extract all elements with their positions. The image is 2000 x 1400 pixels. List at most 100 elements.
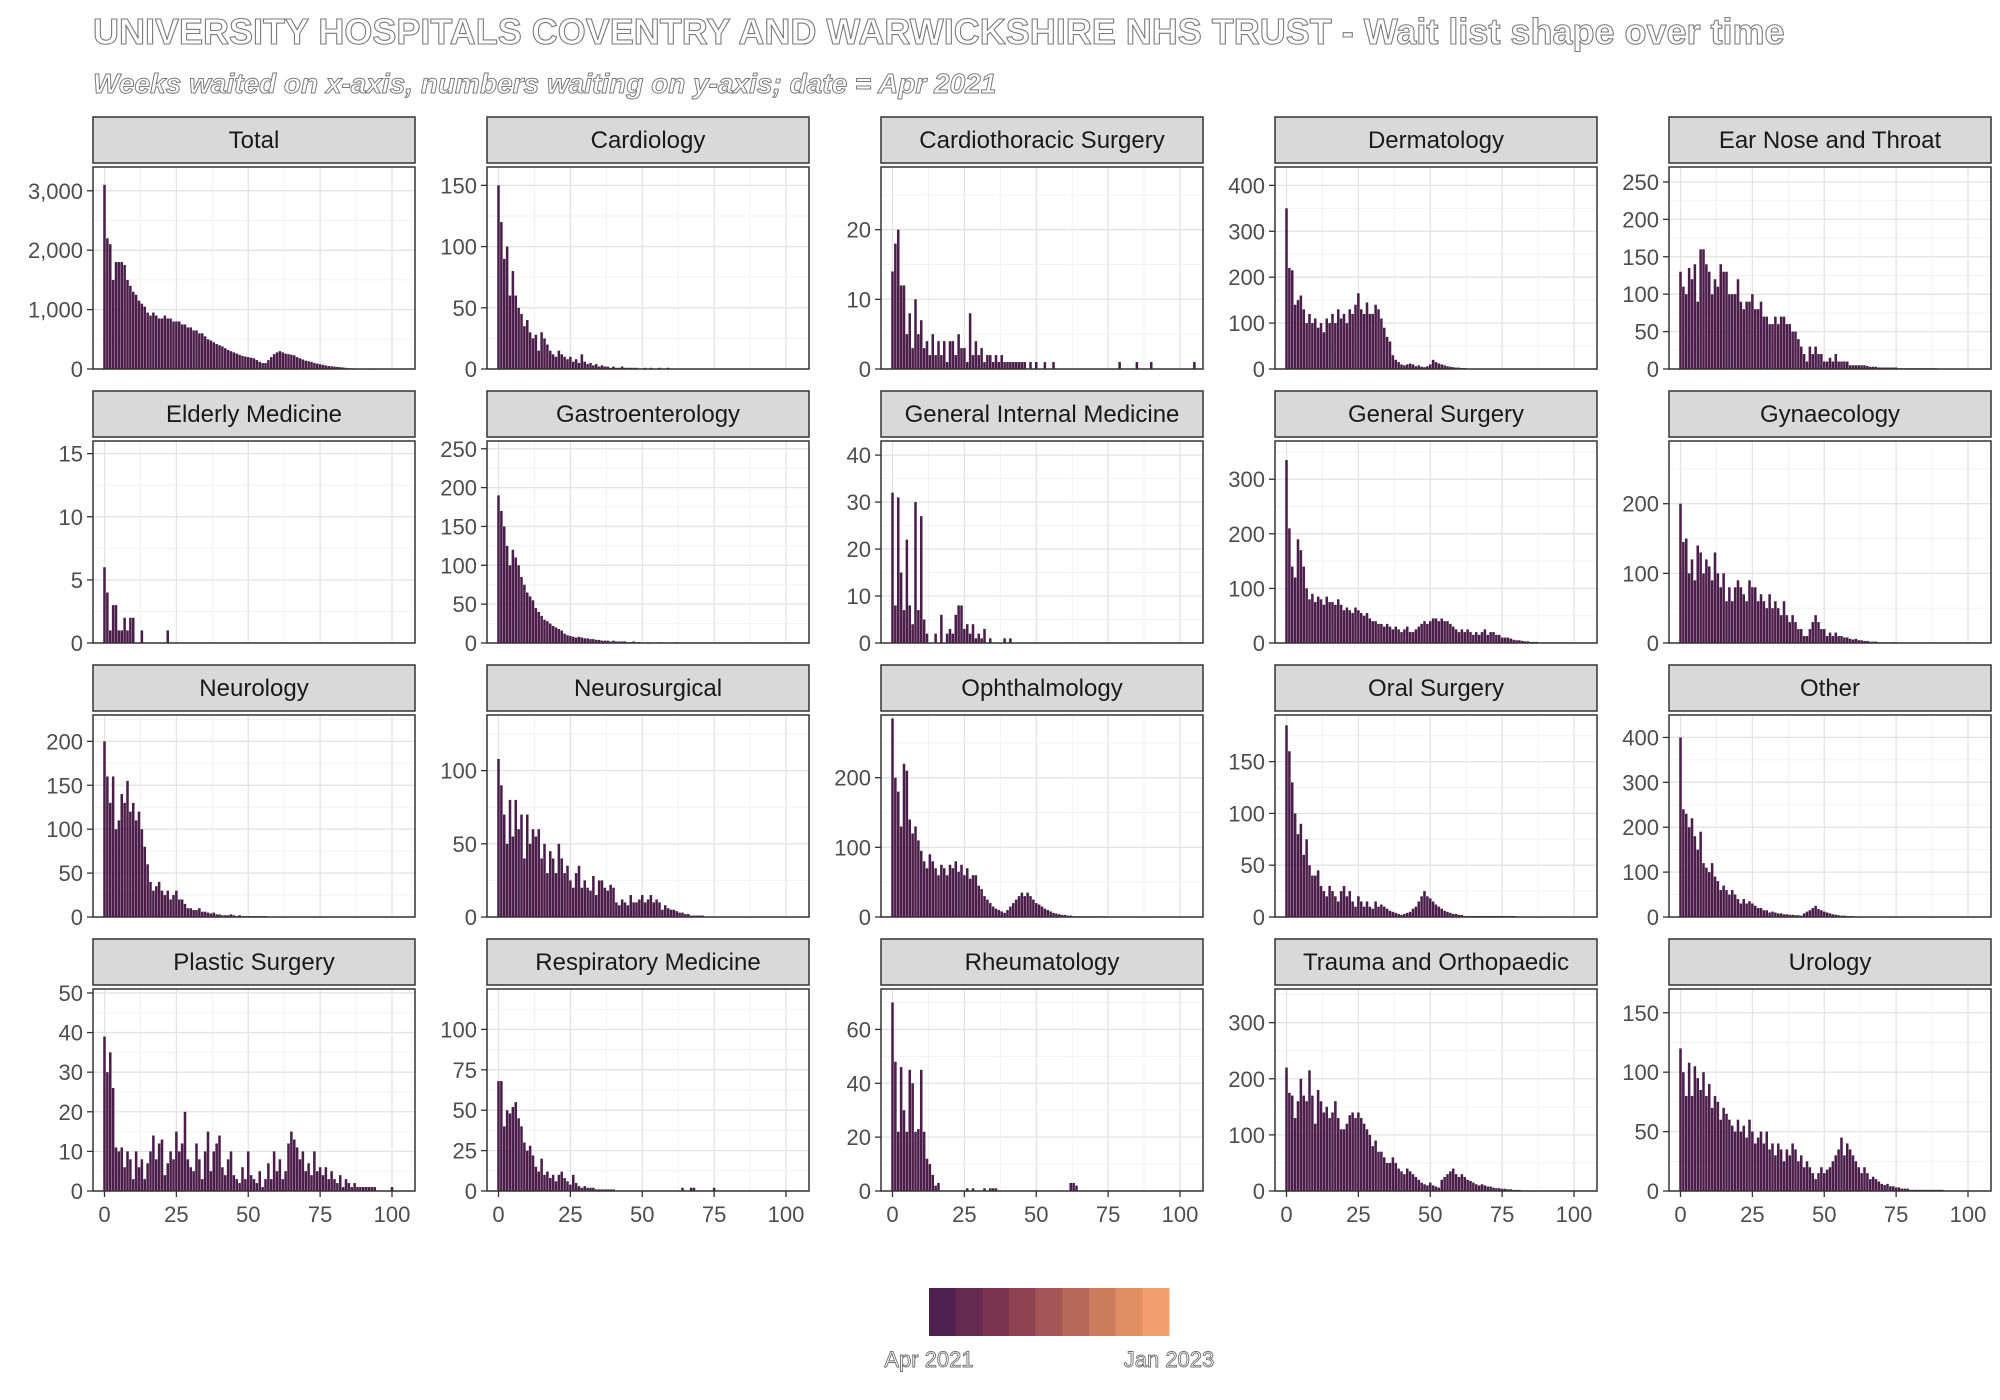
panel-strip (880, 116, 1204, 164)
bar (1020, 892, 1024, 917)
bar (1497, 1188, 1501, 1191)
bar (287, 354, 290, 369)
bar (603, 887, 607, 917)
x-tick-label: 75 (702, 1202, 726, 1227)
bar (111, 1088, 115, 1191)
bar (546, 1171, 549, 1191)
bar (551, 1174, 555, 1191)
bar (232, 352, 236, 369)
bar (569, 1184, 572, 1191)
bar (586, 638, 589, 643)
panel-title: Total (229, 127, 280, 154)
bar (1719, 587, 1723, 643)
bar (1368, 618, 1372, 643)
y-tick-label: 300 (1228, 1011, 1265, 1036)
bar (1293, 1118, 1297, 1191)
bar (298, 358, 302, 369)
panel-border (880, 714, 1204, 918)
bar (1728, 294, 1731, 369)
bar (1055, 913, 1058, 917)
bar (1771, 608, 1774, 643)
bar (1397, 362, 1400, 369)
panel-border (880, 440, 1204, 644)
bar (1293, 304, 1297, 369)
bar (560, 630, 564, 643)
bar (1500, 1188, 1504, 1191)
bar (1817, 1173, 1820, 1191)
bar (1009, 362, 1012, 369)
bar (537, 350, 541, 369)
bar (1486, 1186, 1490, 1191)
bar (1848, 638, 1852, 643)
bar (1009, 638, 1012, 643)
bar (589, 362, 592, 369)
bar (1831, 636, 1835, 643)
y-tick-label: 1,000 (28, 298, 83, 323)
bar (1296, 1101, 1300, 1191)
bar (275, 352, 279, 369)
bar (968, 313, 972, 369)
bar (183, 1111, 187, 1191)
bar (350, 1187, 354, 1191)
bar (1845, 361, 1849, 369)
bar (1319, 885, 1323, 917)
panel-title: Neurology (199, 675, 308, 702)
bar (238, 1183, 241, 1191)
bar (359, 1187, 362, 1191)
bar (1710, 294, 1714, 369)
bar (1423, 621, 1426, 643)
bar (1811, 1173, 1815, 1191)
bar (223, 915, 227, 917)
bar (891, 718, 894, 917)
bar (965, 1188, 969, 1191)
bar (1302, 566, 1306, 643)
bar (321, 1175, 325, 1191)
x-tick-label: 25 (1346, 1202, 1370, 1227)
panel-border (1274, 166, 1598, 370)
bar (123, 1167, 126, 1191)
bar (934, 868, 937, 917)
bar (1814, 346, 1817, 369)
legend-swatch (1089, 1288, 1117, 1336)
bar (1003, 638, 1006, 643)
bar (543, 843, 546, 917)
bar (666, 908, 670, 917)
bar (390, 1187, 394, 1191)
bar (1854, 1161, 1858, 1191)
bar (1705, 264, 1708, 369)
y-tick-label: 0 (859, 1179, 871, 1204)
bar (1779, 316, 1783, 369)
y-tick-label: 200 (1622, 492, 1659, 517)
bar (1040, 906, 1044, 917)
bar (1334, 323, 1337, 369)
bar (692, 1187, 696, 1191)
bar (364, 1187, 368, 1191)
bar (1848, 365, 1852, 369)
bar (1765, 1131, 1769, 1191)
bar (1377, 309, 1380, 369)
bar (160, 890, 164, 917)
bar (1400, 1171, 1403, 1191)
bar (523, 584, 526, 643)
bar (963, 875, 966, 917)
y-tick-label: 50 (453, 832, 477, 857)
bar (1725, 1113, 1728, 1191)
bar (1486, 634, 1490, 643)
bar (1290, 566, 1294, 643)
bar (1500, 637, 1504, 643)
bar (1374, 901, 1377, 917)
bar (600, 880, 604, 917)
bar (525, 1150, 529, 1191)
bar (517, 829, 520, 917)
bar (1699, 249, 1702, 369)
bar (523, 858, 526, 917)
y-tick-label: 100 (1228, 801, 1265, 826)
bar (594, 1189, 598, 1191)
bar (1707, 872, 1711, 917)
bar (1866, 640, 1869, 643)
bar (1305, 323, 1308, 369)
bar (623, 641, 627, 643)
bar (502, 1126, 506, 1191)
bar (1710, 580, 1714, 643)
legend-end-label: Jan 2023 (1124, 1347, 1215, 1372)
